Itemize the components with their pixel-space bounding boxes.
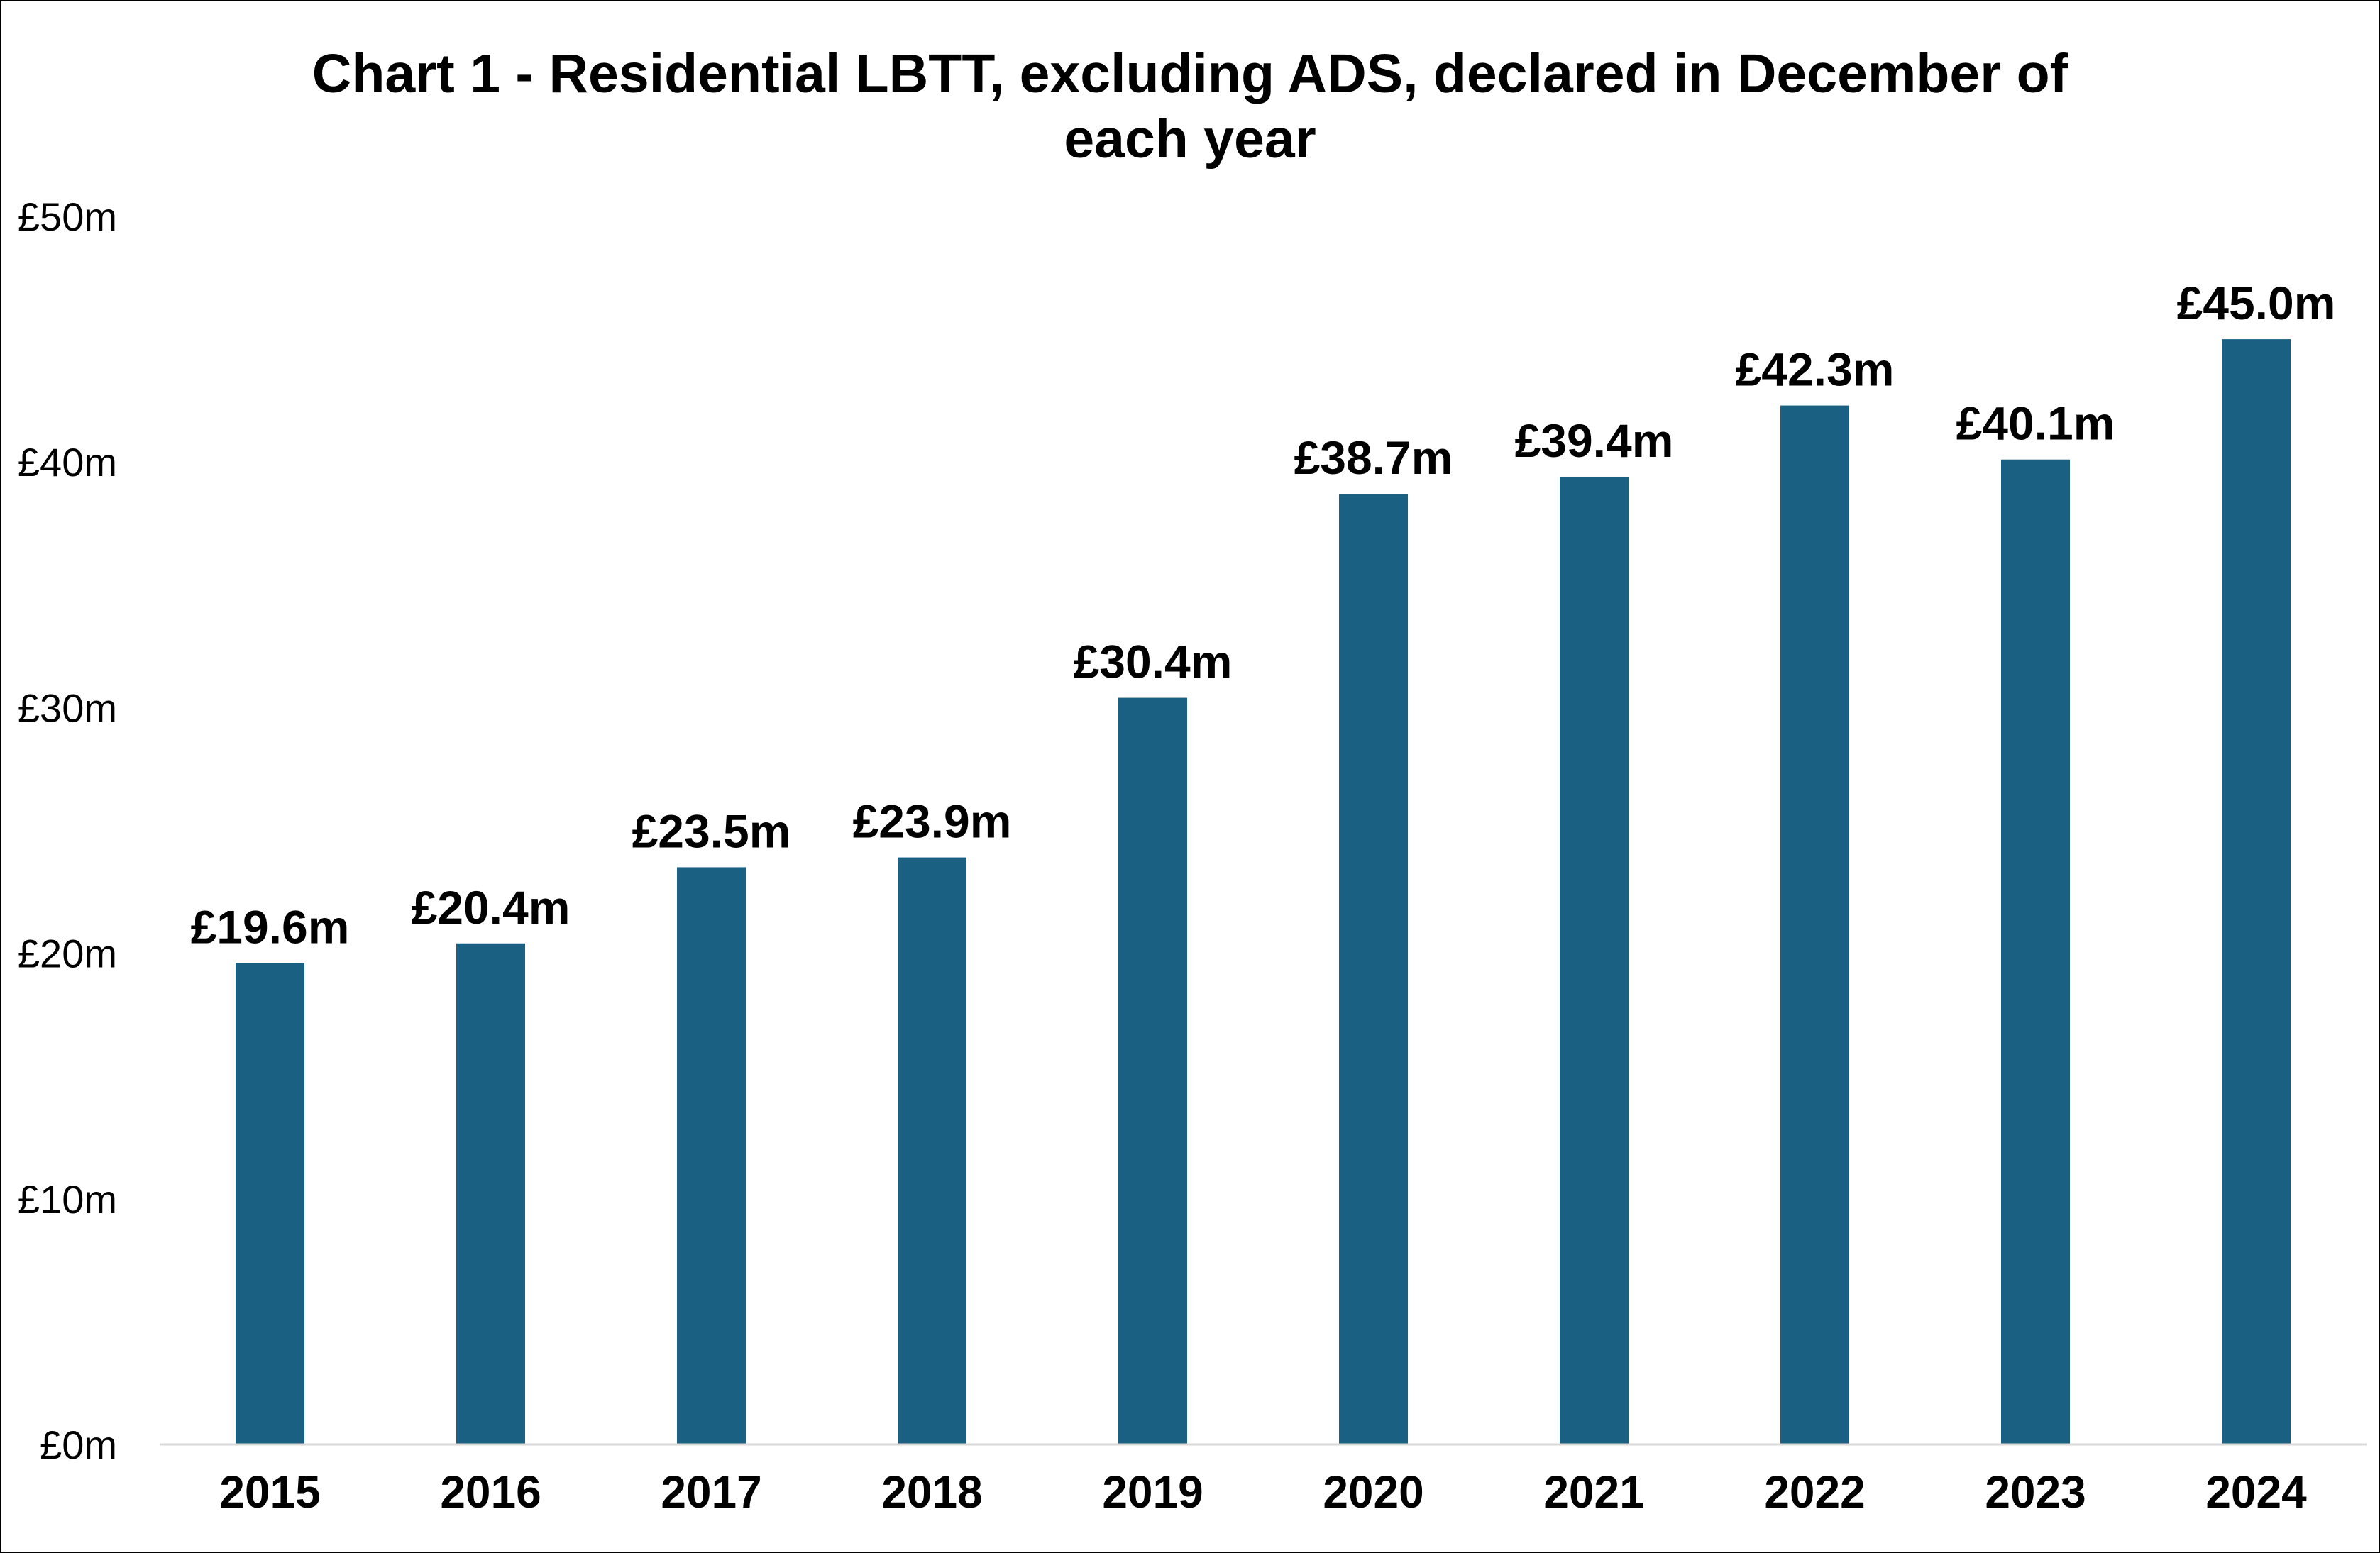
y-axis: £0m £10m £20m £30m £40m £50m (18, 194, 117, 1467)
data-label-2023: £40.1m (1956, 397, 2115, 450)
y-tick-label: £10m (18, 1177, 117, 1222)
data-label-2017: £23.5m (632, 805, 791, 857)
x-tick-label: 2019 (1102, 1466, 1203, 1518)
data-label-2016: £20.4m (412, 881, 571, 934)
y-tick-label: £20m (18, 932, 117, 976)
chart-title-line-1: Chart 1 - Residential LBTT, excluding AD… (312, 43, 2068, 104)
data-label-2015: £19.6m (191, 900, 350, 953)
data-label-2024: £45.0m (2177, 277, 2336, 329)
x-tick-label: 2015 (219, 1466, 320, 1518)
bar-2021 (1560, 476, 1629, 1445)
x-tick-label: 2020 (1323, 1466, 1423, 1518)
x-tick-label: 2022 (1764, 1466, 1865, 1518)
y-tick-label: £30m (18, 685, 117, 730)
bar-2016 (456, 943, 525, 1444)
chart-title-line-2: each year (1064, 109, 1316, 170)
x-tick-label: 2018 (881, 1466, 982, 1518)
data-label-2018: £23.9m (853, 795, 1012, 848)
x-tick-label: 2024 (2205, 1466, 2307, 1518)
data-label-2020: £38.7m (1294, 431, 1453, 484)
bar-2019 (1118, 697, 1187, 1444)
y-tick-label: £0m (40, 1422, 117, 1467)
bar-2017 (677, 867, 746, 1444)
bar-2023 (2001, 459, 2070, 1444)
x-tick-label: 2023 (1985, 1466, 2086, 1518)
x-axis: 2015 2016 2017 2018 2019 2020 2021 2022 2023 2024 (160, 1443, 2367, 1518)
bar-2022 (1780, 405, 1849, 1444)
x-tick-label: 2017 (661, 1466, 761, 1518)
bar-series (236, 339, 2291, 1445)
x-tick-label: 2016 (440, 1466, 541, 1518)
bar-2015 (236, 963, 304, 1444)
data-labels: £19.6m £20.4m £23.5m £23.9m £30.4m £38.7m £39.… (191, 277, 2336, 953)
bar-2020 (1339, 494, 1408, 1444)
bar-2018 (898, 857, 966, 1444)
y-tick-label: £50m (18, 194, 117, 239)
data-label-2019: £30.4m (1074, 636, 1233, 688)
x-tick-label: 2021 (1543, 1466, 1644, 1518)
bar-2024 (2222, 339, 2291, 1445)
y-tick-label: £40m (18, 440, 117, 485)
data-label-2022: £42.3m (1736, 343, 1895, 396)
chart-title: Chart 1 - Residential LBTT, excluding AD… (0, 41, 2380, 172)
data-label-2021: £39.4m (1515, 414, 1674, 467)
